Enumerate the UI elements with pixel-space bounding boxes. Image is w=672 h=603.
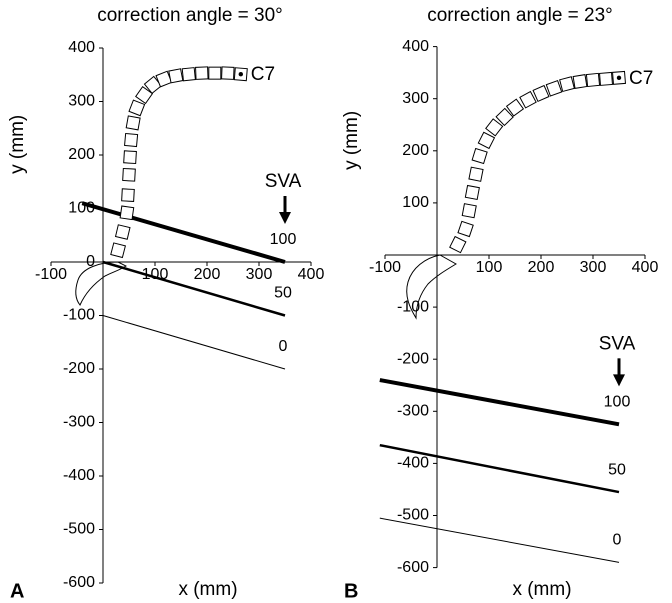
vertebra — [477, 131, 496, 150]
pelvis — [406, 254, 457, 320]
panel-label: B — [344, 580, 358, 602]
x-tick-label: 400 — [298, 266, 325, 283]
c7-label: C7 — [629, 68, 653, 89]
sva-line — [379, 443, 620, 494]
sva-line-label: 100 — [604, 394, 631, 411]
y-axis-label: y (mm) — [341, 111, 362, 170]
vertebra — [181, 67, 196, 82]
pelvis — [75, 261, 127, 306]
vertebra — [505, 98, 525, 117]
vertebra — [122, 167, 136, 182]
y-tick-label: 100 — [402, 194, 429, 211]
sva-line — [379, 517, 620, 563]
vertebra — [114, 224, 131, 240]
y-tick-label: 400 — [68, 39, 95, 56]
y-tick-label: -100 — [397, 298, 429, 315]
chart-title: correction angle = 30° — [97, 5, 283, 26]
c7-dot — [616, 75, 622, 81]
vertebra — [545, 79, 563, 97]
sva-line-label: 50 — [608, 461, 626, 478]
y-tick-label: -300 — [397, 403, 429, 420]
y-tick-label: 200 — [68, 146, 95, 163]
x-tick-label: 400 — [632, 259, 659, 276]
vertebra — [128, 99, 146, 117]
vertebra — [495, 107, 514, 127]
vertebra — [572, 74, 588, 89]
y-tick-label: -400 — [63, 467, 95, 484]
vertebra — [599, 71, 613, 86]
panel-label: A — [10, 580, 24, 602]
sva-line — [102, 260, 286, 317]
vertebra — [168, 68, 184, 84]
y-tick-label: -600 — [63, 574, 95, 591]
y-tick-label: 100 — [68, 200, 95, 217]
sva-line-label: 50 — [274, 285, 292, 302]
c7-dot — [238, 72, 243, 77]
y-tick-label: -200 — [397, 350, 429, 367]
chart-title: correction angle = 23° — [427, 5, 613, 26]
y-tick-label: -300 — [63, 414, 95, 431]
sva-line — [81, 201, 286, 264]
vertebra — [124, 132, 139, 148]
vertebra — [585, 72, 601, 88]
vertebra — [457, 220, 474, 238]
vertebra — [135, 86, 154, 105]
sva-label: SVA — [265, 171, 302, 192]
x-tick-label: 100 — [476, 259, 503, 276]
c7-label: C7 — [251, 64, 275, 85]
x-tick-label: -100 — [369, 259, 401, 276]
vertebra — [119, 205, 135, 221]
y-tick-label: 300 — [402, 90, 429, 107]
vertebra — [123, 150, 137, 165]
y-tick-label: -600 — [397, 559, 429, 576]
y-axis-label: y (mm) — [7, 115, 28, 174]
y-tick-label: 400 — [402, 38, 429, 55]
x-tick-label: 200 — [194, 266, 221, 283]
sva-line-label: 100 — [270, 231, 297, 248]
sva-arrowhead — [279, 212, 291, 224]
vertebra — [461, 203, 477, 219]
x-axis-label: x (mm) — [512, 579, 571, 600]
sva-label: SVA — [599, 333, 636, 354]
sva-line-label: 0 — [613, 532, 622, 549]
sva-line — [379, 378, 620, 427]
vertebra — [559, 76, 575, 93]
y-tick-label: 0 — [86, 253, 95, 270]
x-axis-label: x (mm) — [178, 579, 237, 600]
vertebra — [464, 184, 480, 201]
vertebra — [221, 66, 235, 80]
vertebra — [143, 75, 163, 95]
vertebra — [532, 84, 550, 103]
x-tick-label: 300 — [580, 259, 607, 276]
vertebra — [471, 147, 488, 165]
y-tick-label: -500 — [397, 507, 429, 524]
x-tick-label: -100 — [35, 266, 67, 283]
vertebra — [485, 118, 504, 137]
vertebra — [468, 166, 484, 182]
vertebra — [449, 235, 467, 254]
y-tick-label: 300 — [68, 93, 95, 110]
vertebra — [519, 90, 537, 109]
vertebra — [195, 66, 209, 80]
y-tick-label: -500 — [63, 521, 95, 538]
y-tick-label: -200 — [63, 360, 95, 377]
vertebra — [208, 66, 222, 80]
y-tick-label: 200 — [402, 142, 429, 159]
vertebra — [110, 242, 126, 259]
vertebra — [121, 188, 135, 202]
y-tick-label: -400 — [397, 455, 429, 472]
sva-line — [102, 315, 286, 370]
y-tick-label: -100 — [63, 307, 95, 324]
sva-arrowhead — [613, 374, 625, 387]
vertebra — [125, 115, 141, 131]
x-tick-label: 300 — [246, 266, 273, 283]
sva-line-label: 0 — [279, 338, 288, 355]
x-tick-label: 200 — [528, 259, 555, 276]
